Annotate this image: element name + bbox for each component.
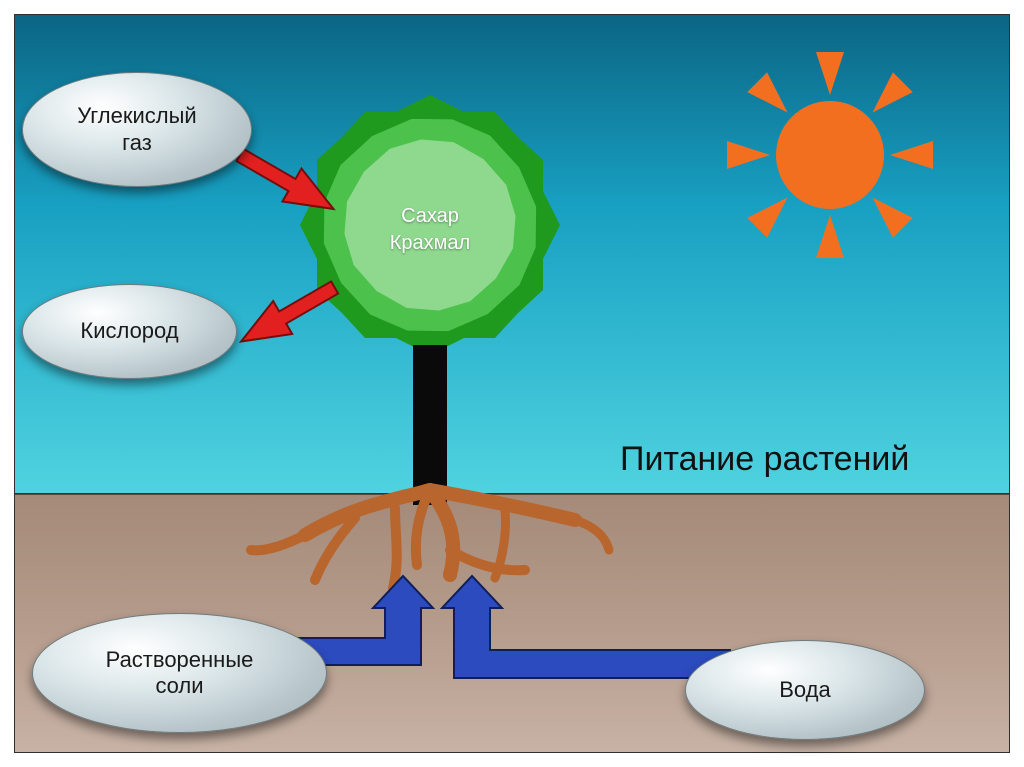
bubble-co2-label: Углекислый газ	[73, 99, 200, 160]
diagram-title: Питание растений	[620, 440, 909, 479]
arrow-crown-to-o2	[222, 265, 352, 365]
crown-label-line1: Сахар	[401, 205, 459, 227]
bubble-o2-label: Кислород	[76, 314, 182, 348]
diagram-canvas: Сахар Крахмал Питание растений	[0, 0, 1024, 767]
bubble-water-label: Вода	[775, 673, 835, 707]
crown-label-line2: Крахмал	[390, 232, 470, 254]
bubble-co2: Углекислый газ	[22, 72, 252, 187]
sun-icon	[710, 35, 950, 275]
bubble-water: Вода	[685, 640, 925, 740]
arrow-co2-to-crown	[230, 130, 360, 230]
bubble-salts: Растворенные соли	[32, 613, 327, 733]
bubble-o2: Кислород	[22, 284, 237, 379]
crown-label: Сахар Крахмал	[370, 203, 490, 257]
bubble-salts-label: Растворенные соли	[102, 643, 258, 704]
